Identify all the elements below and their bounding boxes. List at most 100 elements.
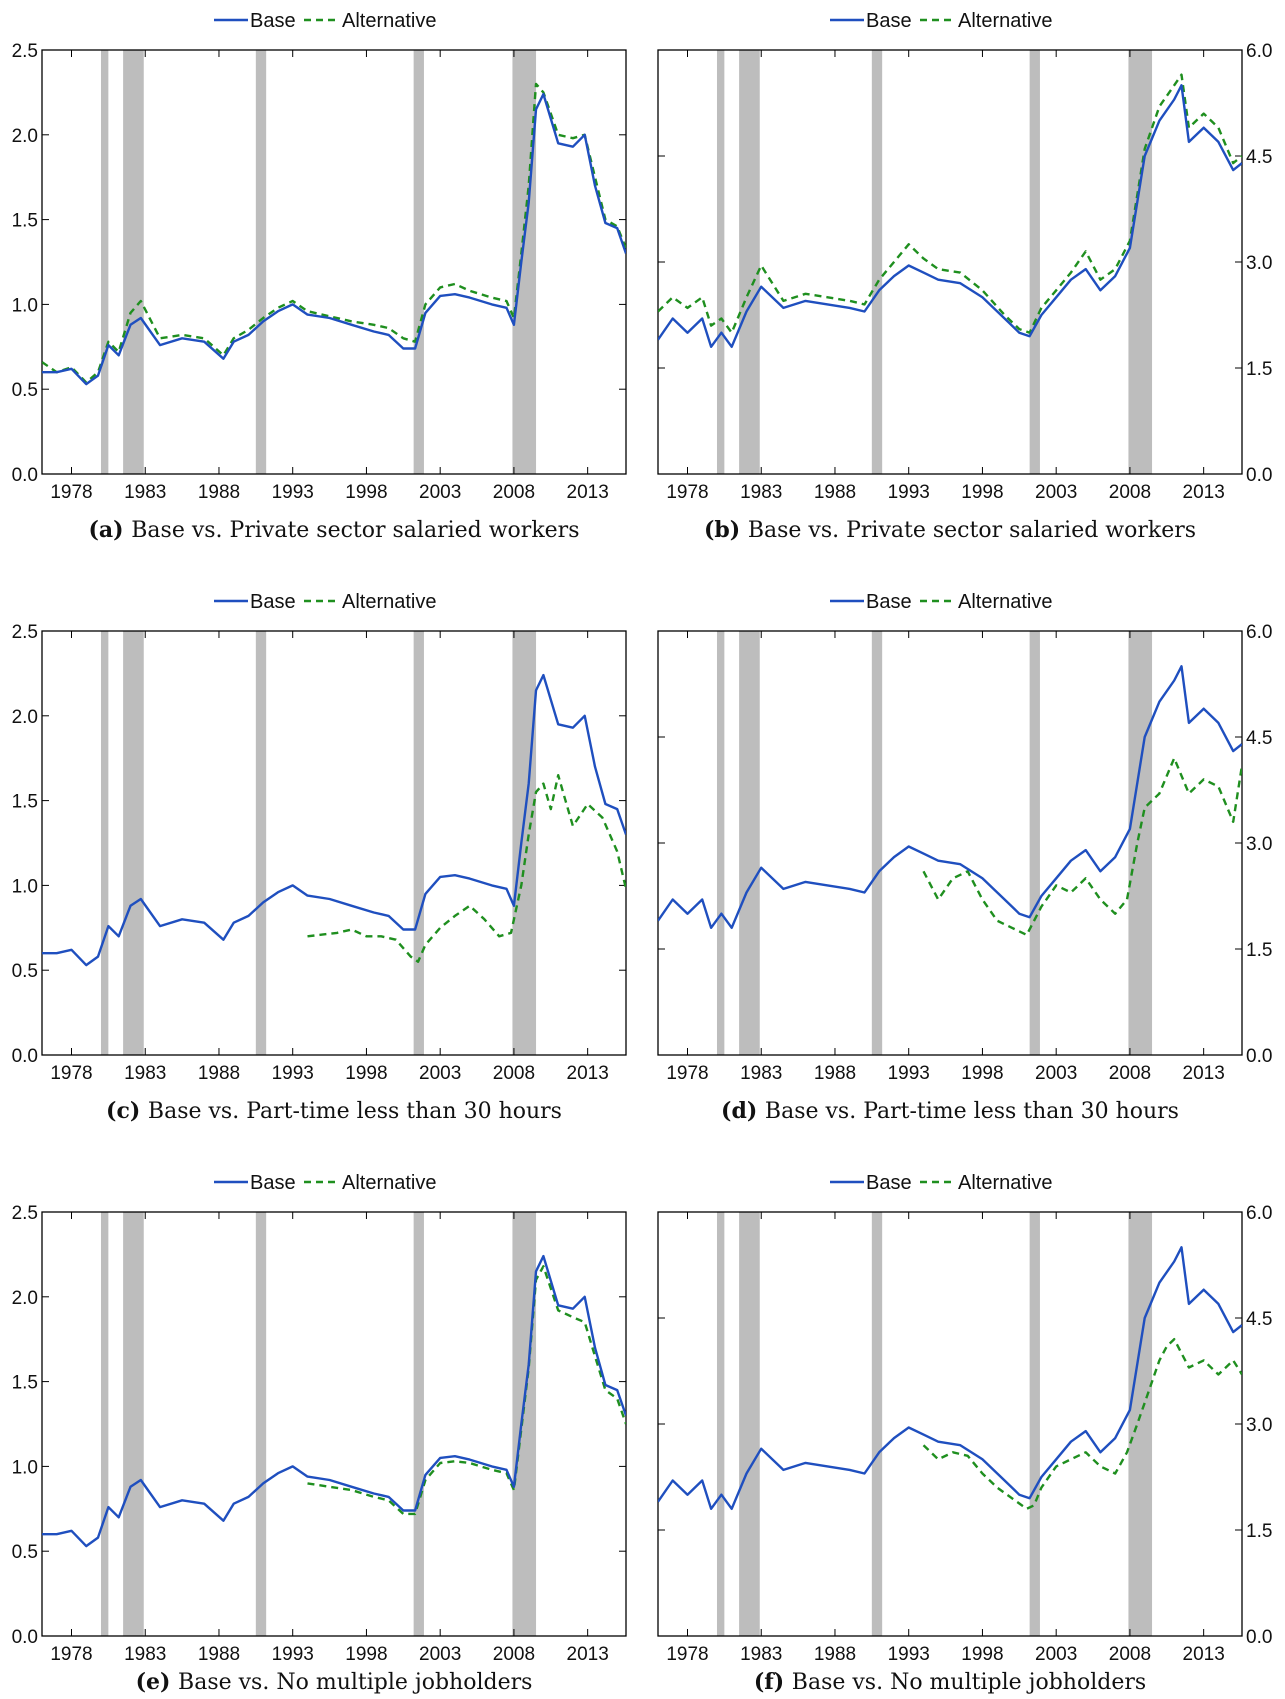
x-tick-label: 1988 xyxy=(814,1063,856,1084)
x-tick-label: 2003 xyxy=(1035,1644,1077,1665)
recession-band xyxy=(1029,631,1040,1055)
recession-band xyxy=(1029,1212,1040,1636)
x-tick-label: 1983 xyxy=(740,1063,782,1084)
y-tick-label: 0.0 xyxy=(1246,1627,1272,1648)
panel-a: 1978 1983 1988 1993 1998 2003 2008 2013 0.0 0.5 1.… xyxy=(12,10,627,543)
x-tick-label: 2003 xyxy=(419,482,461,503)
x-tick-label: 2013 xyxy=(1183,482,1225,503)
panel-f: 1978 1983 1988 1993 1998 2003 2008 2013 0.0 1.5 3.… xyxy=(657,1172,1272,1695)
recession-band xyxy=(739,1212,760,1636)
legend-label-alternative: Alternative xyxy=(342,591,437,613)
y-tick-label: 2.5 xyxy=(12,41,38,62)
series-line-alternative xyxy=(922,1338,1242,1510)
y-tick-label: 3.0 xyxy=(1246,834,1272,855)
recession-band xyxy=(871,1212,883,1636)
x-tick-label: 1998 xyxy=(345,482,387,503)
y-tick-label: 6.0 xyxy=(1246,41,1272,62)
recession-band xyxy=(100,50,109,474)
panel-caption-text: Base vs. No multiple jobholders xyxy=(178,1670,532,1695)
y-tick-label: 1.5 xyxy=(1246,359,1272,380)
y-tick-label: 0.5 xyxy=(12,1542,38,1563)
panel-e: 1978 1983 1988 1993 1998 2003 2008 2013 0.0 0.5 1.… xyxy=(12,1172,627,1695)
x-tick-label: 1998 xyxy=(345,1063,387,1084)
x-tick-label: 2003 xyxy=(1035,1063,1077,1084)
x-tick-label: 2013 xyxy=(567,1644,609,1665)
x-tick-label: 1993 xyxy=(888,1063,930,1084)
y-tick-label: 1.5 xyxy=(12,1373,38,1394)
legend-label-base: Base xyxy=(866,591,912,613)
x-tick-label: 2013 xyxy=(567,482,609,503)
y-tick-label: 0.5 xyxy=(12,961,38,982)
x-tick-label: 2003 xyxy=(419,1644,461,1665)
y-tick-label: 2.0 xyxy=(12,126,38,147)
y-tick-label: 4.5 xyxy=(1246,147,1272,168)
x-tick-label: 2013 xyxy=(1183,1063,1225,1084)
x-tick-label: 1998 xyxy=(345,1644,387,1665)
recession-band xyxy=(512,631,537,1055)
panel-caption-text: Base vs. Part-time less than 30 hours xyxy=(148,1099,562,1124)
panel-caption-tag: (c) xyxy=(106,1098,148,1124)
y-tick-label: 0.5 xyxy=(12,380,38,401)
recession-band xyxy=(413,50,424,474)
x-tick-label: 2008 xyxy=(493,482,535,503)
x-tick-label: 1993 xyxy=(888,482,930,503)
x-tick-label: 1993 xyxy=(888,1644,930,1665)
x-tick-label: 2008 xyxy=(493,1063,535,1084)
y-tick-label: 3.0 xyxy=(1246,1415,1272,1436)
legend-label-alternative: Alternative xyxy=(958,1172,1053,1194)
y-tick-label: 2.0 xyxy=(12,1288,38,1309)
legend: Base Alternative xyxy=(214,591,437,613)
recession-band xyxy=(716,50,725,474)
panel-c: 1978 1983 1988 1993 1998 2003 2008 2013 0.0 0.5 1.… xyxy=(12,591,627,1124)
x-tick-label: 1983 xyxy=(124,1644,166,1665)
y-tick-label: 0.0 xyxy=(12,465,38,486)
legend: Base Alternative xyxy=(214,1172,437,1194)
x-tick-label: 1988 xyxy=(198,482,240,503)
x-tick-label: 1978 xyxy=(50,1063,92,1084)
x-tick-label: 1993 xyxy=(272,1063,314,1084)
series-line-base xyxy=(42,673,626,967)
y-tick-label: 1.0 xyxy=(12,876,38,897)
x-tick-label: 1998 xyxy=(961,1063,1003,1084)
recession-band xyxy=(512,50,537,474)
y-tick-label: 2.5 xyxy=(12,1203,38,1224)
legend-label-base: Base xyxy=(866,1172,912,1194)
series-line-base xyxy=(42,1254,626,1548)
panel-caption: (e) Base vs. No multiple jobholders xyxy=(136,1669,533,1695)
series-line-alternative xyxy=(658,73,1242,334)
legend: Base Alternative xyxy=(214,10,437,32)
recession-band xyxy=(413,1212,424,1636)
plot-frame xyxy=(41,49,627,475)
recession-band xyxy=(255,631,267,1055)
series-line-alternative xyxy=(307,774,626,963)
x-tick-label: 1993 xyxy=(272,482,314,503)
panel-d: 1978 1983 1988 1993 1998 2003 2008 2013 0.0 1.5 3.… xyxy=(657,591,1272,1124)
y-tick-label: 4.5 xyxy=(1246,1309,1272,1330)
recession-band xyxy=(512,1212,537,1636)
recession-band xyxy=(739,631,760,1055)
x-tick-label: 2003 xyxy=(1035,482,1077,503)
x-tick-label: 1988 xyxy=(814,1644,856,1665)
x-tick-label: 1983 xyxy=(124,482,166,503)
recession-band xyxy=(123,631,144,1055)
legend: Base Alternative xyxy=(830,591,1053,613)
recession-band xyxy=(716,1212,725,1636)
x-tick-label: 2008 xyxy=(1109,1063,1151,1084)
x-tick-label: 1988 xyxy=(198,1063,240,1084)
x-tick-label: 1978 xyxy=(50,482,92,503)
series-line-alternative xyxy=(922,757,1242,937)
y-tick-label: 1.0 xyxy=(12,1457,38,1478)
x-tick-label: 1978 xyxy=(666,1063,708,1084)
y-tick-label: 0.0 xyxy=(1246,1046,1272,1067)
y-tick-label: 3.0 xyxy=(1246,253,1272,274)
y-tick-label: 2.5 xyxy=(12,622,38,643)
legend-label-base: Base xyxy=(250,10,296,32)
x-tick-label: 1998 xyxy=(961,482,1003,503)
panel-caption: (b) Base vs. Private sector salaried wor… xyxy=(704,517,1196,543)
x-tick-label: 1993 xyxy=(272,1644,314,1665)
x-tick-label: 1988 xyxy=(198,1644,240,1665)
y-tick-label: 4.5 xyxy=(1246,728,1272,749)
recession-band xyxy=(871,50,883,474)
y-tick-label: 0.0 xyxy=(12,1627,38,1648)
